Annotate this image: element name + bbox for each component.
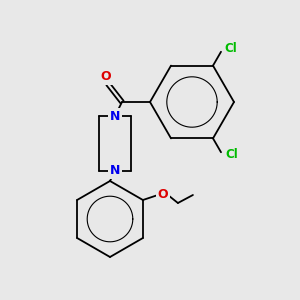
Text: Cl: Cl <box>225 148 238 161</box>
Text: N: N <box>110 110 120 122</box>
Text: O: O <box>101 70 111 83</box>
Text: Cl: Cl <box>224 42 237 55</box>
Text: O: O <box>158 188 168 200</box>
Text: N: N <box>110 164 120 178</box>
